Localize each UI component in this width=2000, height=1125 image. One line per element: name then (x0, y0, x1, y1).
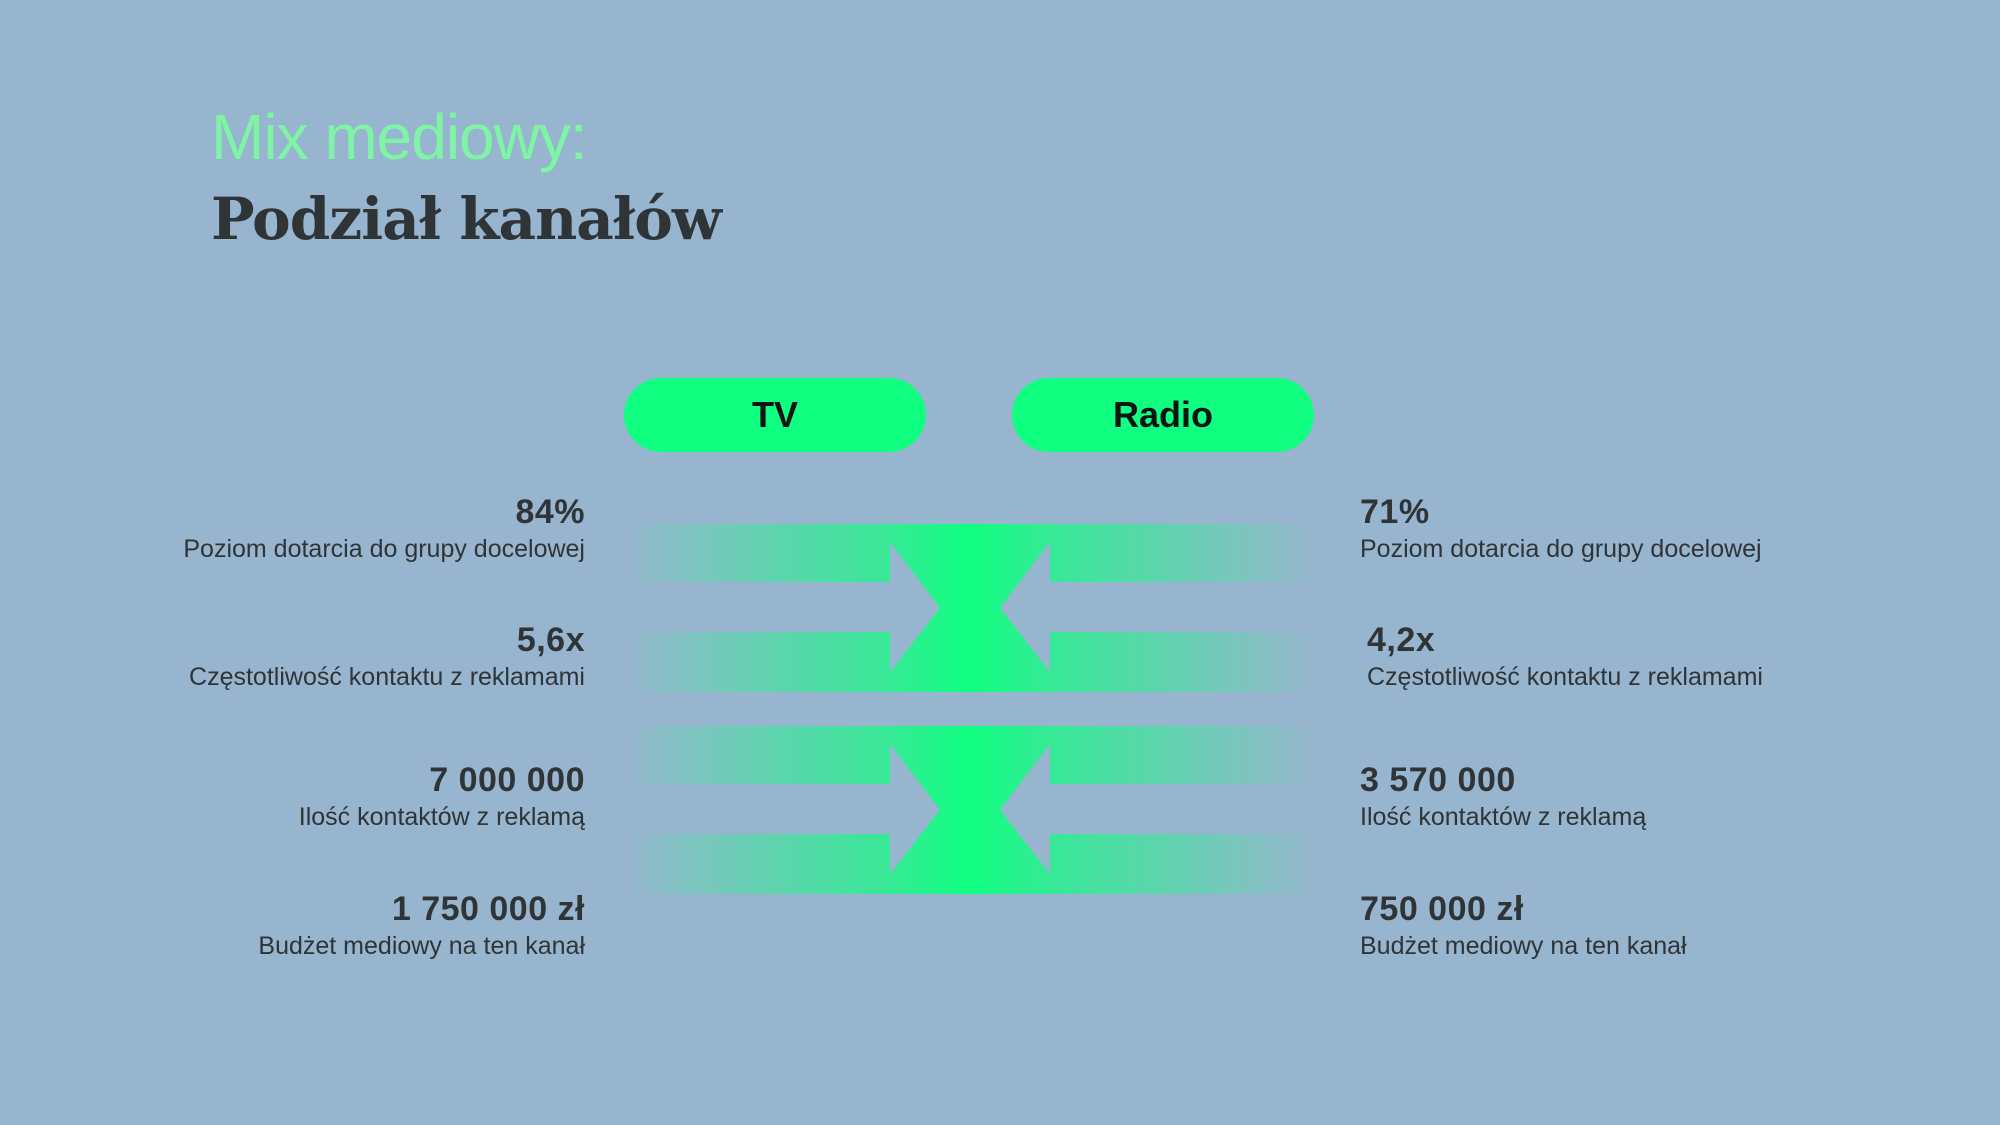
tv-stat-contacts: 7 000 000 Ilość kontaktów z reklamą (299, 760, 585, 834)
upper-right-arrow (970, 524, 1310, 692)
stat-label: Ilość kontaktów z reklamą (1360, 803, 1647, 831)
tv-stat-frequency: 5,6x Częstotliwość kontaktu z reklamami (189, 620, 585, 694)
stat-value: 5,6x (516, 621, 585, 659)
upper-left-arrow (630, 524, 970, 692)
lower-arrow-group (630, 726, 1310, 894)
upper-arrow-group (630, 524, 1310, 692)
tv-channel-pill: TV (624, 378, 926, 452)
tv-stat-budget: 1 750 000 zł Budżet mediowy na ten kanał (258, 889, 585, 963)
stat-value: 84% (515, 493, 585, 531)
radio-channel-pill: Radio (1012, 378, 1314, 452)
stat-label: Ilość kontaktów z reklamą (298, 803, 585, 831)
stat-label: Poziom dotarcia do grupy docelowej (1360, 535, 1762, 563)
stat-value: 1 750 000 zł (391, 890, 585, 928)
lower-left-arrow (630, 726, 970, 894)
radio-stat-budget: 750 000 zł Budżet mediowy na ten kanał (1360, 889, 1687, 963)
stat-value: 4,2x (1367, 621, 1436, 659)
radio-stat-contacts: 3 570 000 Ilość kontaktów z reklamą (1360, 760, 1646, 834)
lower-right-arrow (970, 726, 1310, 894)
radio-stat-reach: 71% Poziom dotarcia do grupy docelowej (1360, 492, 1762, 566)
stat-value: 750 000 zł (1360, 890, 1524, 928)
stat-label: Budżet mediowy na ten kanał (258, 932, 585, 960)
tv-stat-reach: 84% Poziom dotarcia do grupy docelowej (183, 492, 585, 566)
stat-label: Częstotliwość kontaktu z reklamami (189, 663, 585, 691)
stat-label: Budżet mediowy na ten kanał (1360, 932, 1687, 960)
stat-value: 3 570 000 (1360, 761, 1516, 799)
stat-value: 7 000 000 (429, 761, 585, 799)
stat-value: 71% (1360, 493, 1430, 531)
stat-label: Poziom dotarcia do grupy docelowej (183, 535, 585, 563)
converging-arrows-graphic (630, 524, 1310, 894)
page-title: Podział kanałów (211, 185, 722, 253)
header-subtitle: Mix mediowy: (211, 101, 588, 173)
radio-stat-frequency: 4,2x Częstotliwość kontaktu z reklamami (1367, 620, 1763, 694)
stat-label: Częstotliwość kontaktu z reklamami (1367, 663, 1763, 691)
